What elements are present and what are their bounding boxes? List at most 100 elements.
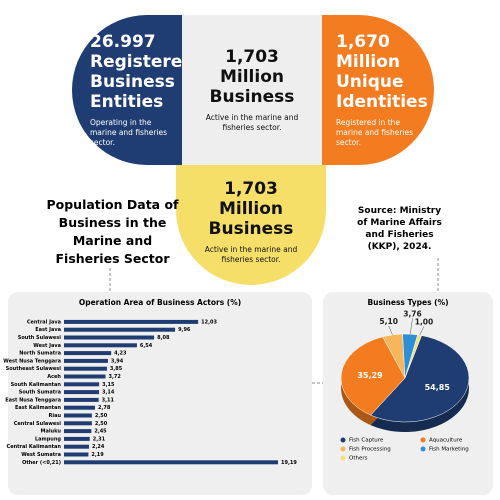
value-label: 6,54 [140, 343, 153, 349]
category-label: East Java [35, 327, 61, 333]
value-label: 3,76 [403, 309, 422, 318]
legend-swatch [340, 455, 346, 461]
bar [64, 358, 108, 363]
legend-swatch [420, 437, 426, 443]
value-label: 9,96 [178, 327, 191, 333]
card-note: Active in the marine and fisheries secto… [205, 113, 299, 132]
category-label: Riau [49, 413, 62, 419]
bar [64, 390, 100, 395]
category-label: West Sumatra [21, 452, 61, 458]
card-note: Operating in the marine and fisheries se… [90, 118, 168, 147]
card-value: 1,703 [225, 47, 279, 67]
category-label: West Java [33, 343, 61, 349]
category-label: North Sumatra [19, 351, 61, 357]
legend-swatch [420, 446, 426, 452]
card-label: Million Unique Identities [336, 52, 428, 112]
bar [64, 343, 137, 348]
value-label: 3,85 [110, 366, 123, 372]
value-label: 2,24 [92, 444, 105, 450]
value-label: 2,45 [94, 429, 107, 435]
legend-label: Fish Marketing [429, 447, 469, 453]
bar [64, 397, 99, 402]
legend-label: Others [349, 456, 368, 462]
category-label: Other (<0,21) [22, 460, 61, 466]
card: 1,703 Million Business Active in the mar… [182, 15, 322, 165]
card-label: Million Business [209, 67, 295, 107]
value-label: 54,85 [425, 383, 451, 392]
value-label: 2,50 [95, 421, 108, 427]
legend-swatch [340, 437, 346, 443]
bar [64, 382, 100, 387]
bar [64, 421, 92, 426]
bar [64, 436, 90, 441]
card-label: Registered Business Entities [90, 52, 195, 112]
value-label: 3,15 [102, 382, 115, 388]
bar [64, 460, 278, 465]
bar [64, 366, 107, 371]
category-label: Lampung [35, 436, 61, 442]
chart-title: Business Types (%) [367, 298, 448, 307]
card-note: Active in the marine and fisheries secto… [204, 245, 298, 264]
card: 1,703 Million Business Active in the mar… [176, 165, 326, 285]
card-value: 26.997 [90, 32, 156, 52]
bar [64, 452, 89, 457]
category-label: Central Java [27, 319, 61, 325]
card: 26.997 Registered Business Entities Oper… [72, 15, 195, 165]
category-label: Aceh [47, 374, 61, 380]
bar [64, 429, 92, 434]
category-label: South Kalimantan [11, 382, 62, 388]
bar [64, 327, 176, 332]
value-label: 3,72 [108, 374, 121, 380]
value-label: 1,00 [415, 317, 434, 326]
leader-line [409, 318, 413, 335]
leader-line [388, 325, 393, 335]
card-value: 1,670 [336, 32, 390, 52]
value-label: 3,94 [111, 358, 124, 364]
value-label: 12,03 [201, 319, 217, 325]
bar-panel [8, 292, 312, 495]
value-label: 8,08 [157, 335, 170, 341]
value-label: 35,29 [357, 371, 383, 380]
category-label: Southeast Sulawesi [6, 366, 62, 372]
value-label: 2,50 [95, 413, 108, 419]
card-note: Registered in the marine and fisheries s… [336, 118, 414, 147]
value-label: 3,11 [102, 397, 115, 403]
category-label: West Nusa Tenggara [3, 358, 61, 364]
category-label: South Sulawesi [18, 335, 62, 341]
card-value: 1,703 [224, 179, 278, 199]
value-label: 2,31 [93, 436, 106, 442]
category-label: Central Sulawesi [14, 421, 62, 427]
bar [64, 405, 96, 410]
value-label: 4,23 [114, 351, 127, 357]
legend-swatch [340, 446, 346, 452]
category-label: East Nusa Tenggara [5, 397, 61, 403]
value-label: 3,14 [102, 390, 115, 396]
category-label: South Sumatra [19, 390, 61, 396]
legend-label: Aquaculture [429, 438, 463, 444]
source: Source: Ministry of Marine Affairs and F… [357, 206, 442, 252]
value-label: 2,19 [91, 452, 104, 458]
leader-line [419, 326, 425, 336]
bar [64, 335, 155, 340]
bar [64, 351, 112, 356]
value-label: 19,19 [281, 460, 297, 466]
bar [64, 374, 106, 379]
value-label: 2,78 [98, 405, 111, 411]
pie-slice [340, 336, 406, 416]
category-label: Central Kalimantan [7, 444, 62, 450]
heading: Population Data of Business in the Marin… [46, 197, 179, 266]
category-label: East Kalimantan [15, 405, 61, 411]
legend-label: Fish Capture [349, 438, 384, 444]
chart-title: Operation Area of Business Actors (%) [79, 298, 241, 307]
legend-label: Fish Processing [349, 447, 391, 453]
pie-slice [370, 335, 470, 423]
card: 1,670 Million Unique Identities Register… [322, 15, 434, 165]
card-label: Million Business [208, 199, 294, 239]
bar [64, 444, 89, 449]
category-label: Maluku [40, 429, 61, 435]
bar [64, 319, 199, 324]
value-label: 5,10 [379, 317, 398, 326]
bar [64, 413, 92, 418]
